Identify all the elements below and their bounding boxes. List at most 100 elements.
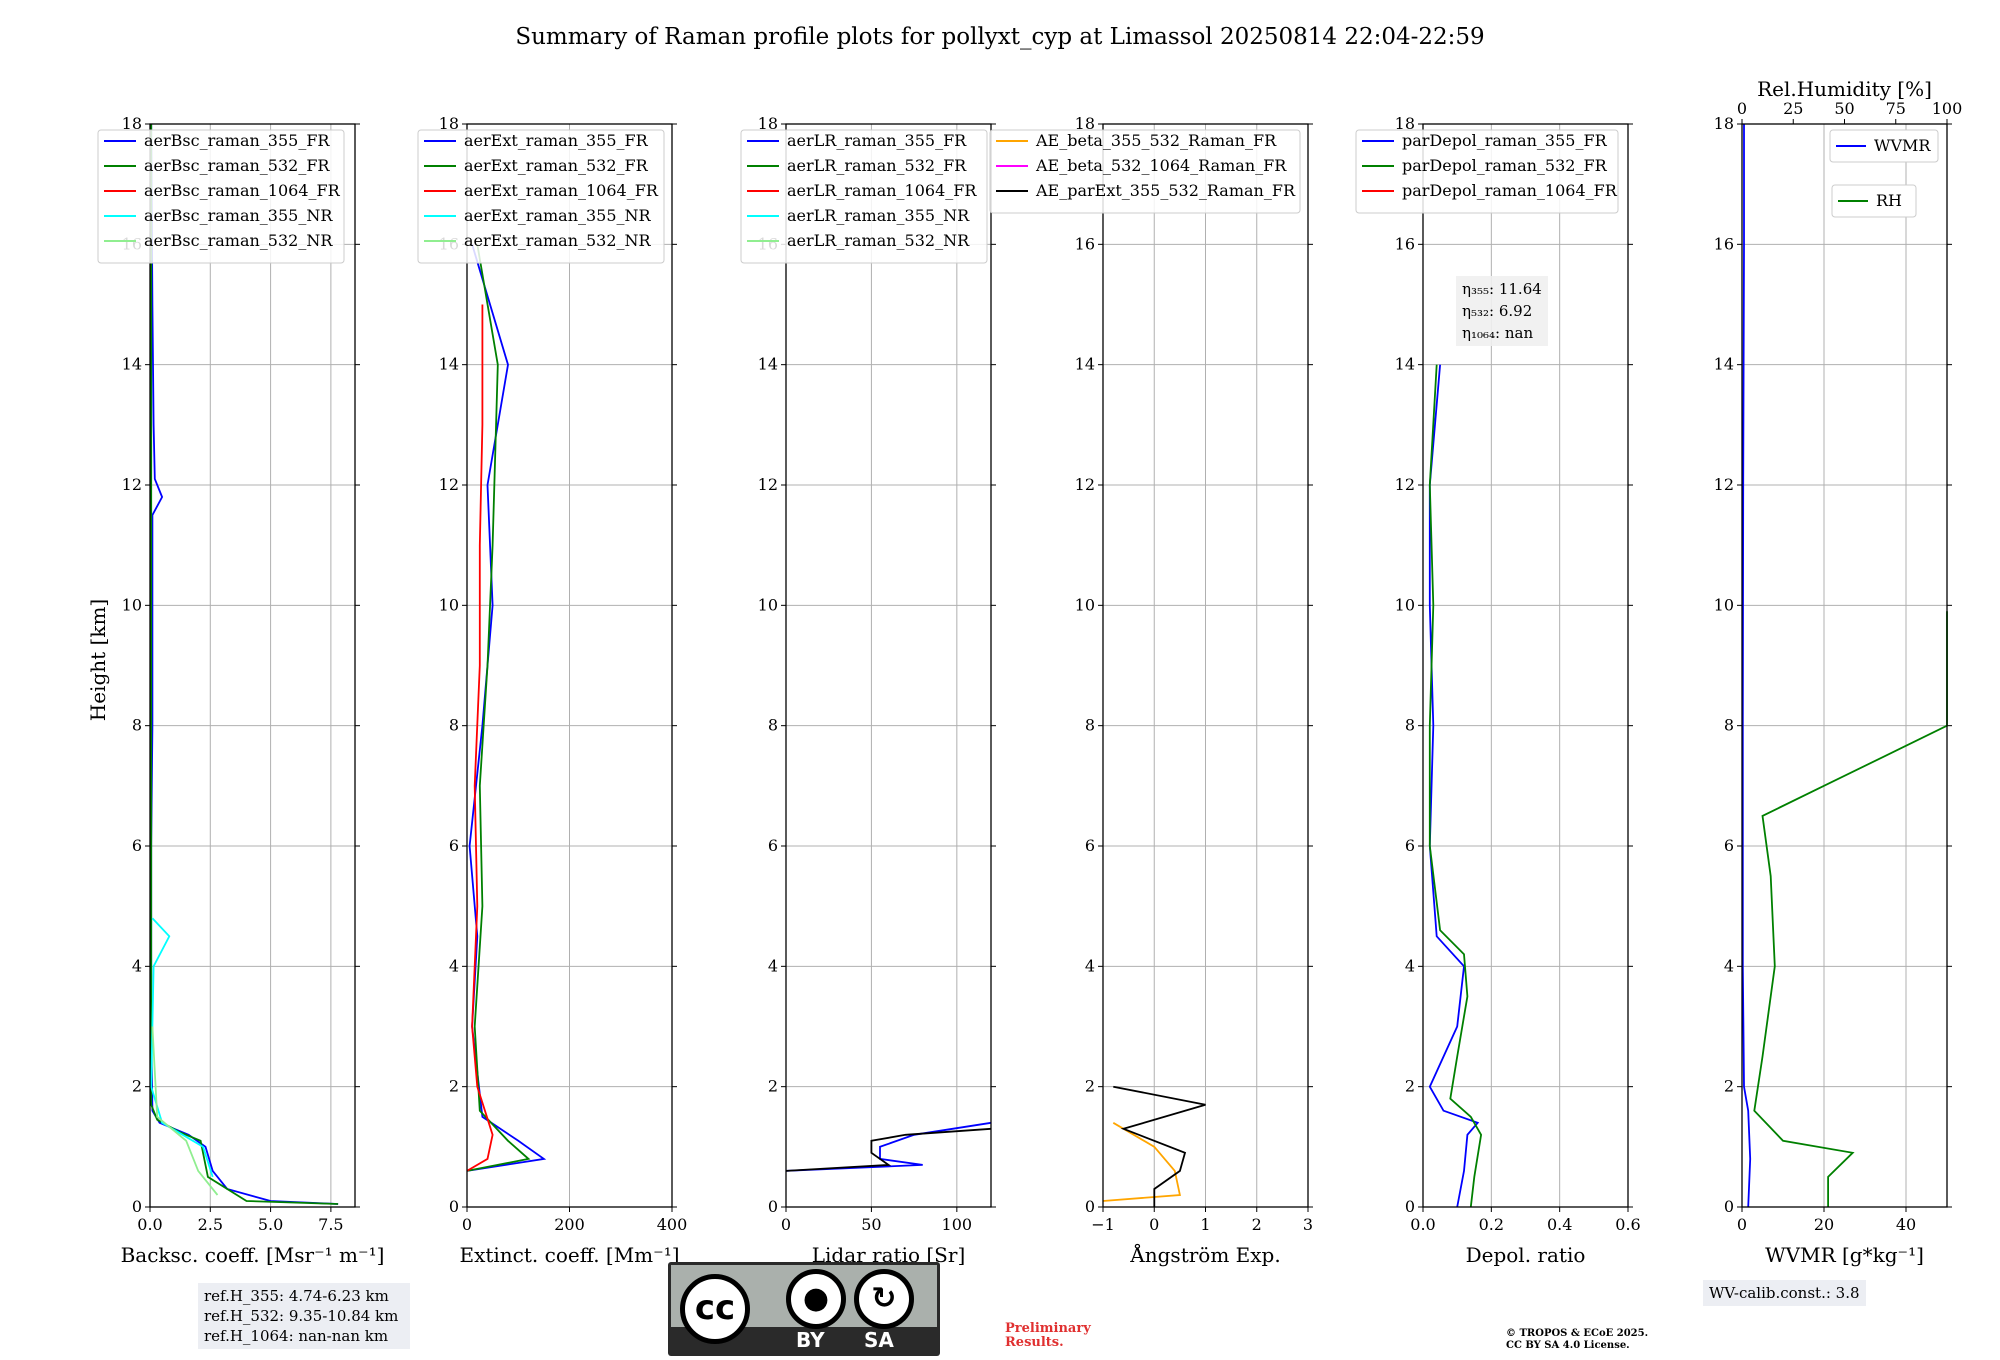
- top-tick-label: 100: [1932, 99, 1963, 118]
- legend: AE_beta_355_532_Raman_FR AE_beta_532_1064…: [989, 129, 1301, 214]
- x-tick-label: 100: [942, 1215, 973, 1234]
- y-tick-label: 4: [1724, 956, 1734, 975]
- series-line: [785, 1127, 992, 1172]
- x-tick-label: 400: [657, 1215, 688, 1234]
- legend-entry: aerBsc_raman_532_NR: [144, 231, 333, 250]
- legend-entry: aerBsc_raman_532_FR: [144, 156, 330, 175]
- panel-dep: 0 2 4 6 8 10 12 14 16 18 0.0 0.2 0.4 0.6 Depol. ratio p…: [1355, 114, 1641, 1267]
- series-line: [1753, 611, 1948, 1207]
- series-line: [150, 123, 339, 1205]
- y-tick-label: 16: [1714, 234, 1734, 253]
- y-tick-label: 14: [1395, 355, 1415, 374]
- preliminary-line-2: Results.: [1005, 1335, 1064, 1350]
- y-tick-label: 2: [768, 1077, 778, 1096]
- legend-frame: [97, 129, 345, 264]
- y-tick-label: 2: [449, 1077, 459, 1096]
- top-tick-label: 25: [1783, 99, 1803, 118]
- y-tick-label: 6: [768, 836, 778, 855]
- legend: aerLR_raman_355_FR aerLR_raman_532_FR aerL…: [740, 129, 988, 264]
- series-line: [785, 1121, 992, 1172]
- y-tick-label: 8: [1085, 716, 1095, 735]
- legend-entry: aerLR_raman_532_FR: [787, 156, 967, 175]
- y-tick-label: 12: [758, 475, 778, 494]
- eta-355: η₃₅₅: 11.64: [1462, 280, 1542, 298]
- copyright-line-2: CC BY SA 4.0 License.: [1506, 1340, 1630, 1351]
- legend-entry: aerBsc_raman_355_NR: [144, 206, 333, 225]
- legend: aerBsc_raman_355_FR aerBsc_raman_532_FRae…: [97, 129, 345, 264]
- legend: parDepol_raman_355_FR parDepol_raman_532_…: [1355, 129, 1619, 214]
- y-tick-label: 0: [449, 1197, 459, 1216]
- y-tick-label: 0: [132, 1197, 142, 1216]
- x-axis-label: Backsc. coeff. [Msr⁻¹ m⁻¹]: [121, 1243, 385, 1267]
- y-tick-label: 2: [1724, 1077, 1734, 1096]
- x-tick-label: 40: [1896, 1215, 1916, 1234]
- y-tick-label: 14: [1075, 355, 1095, 374]
- sa-icon: ↻: [854, 1269, 914, 1329]
- legend: aerExt_raman_355_FR aerExt_raman_532_FRae…: [417, 129, 665, 264]
- y-tick-label: 4: [768, 956, 778, 975]
- by-icon: ●: [786, 1269, 846, 1329]
- y-tick-label: 14: [758, 355, 778, 374]
- preliminary-note: Preliminary Results.: [1005, 1322, 1091, 1350]
- legend-frame: [1355, 129, 1619, 214]
- y-tick-label: 14: [439, 355, 459, 374]
- y-tick-label: 6: [1085, 836, 1095, 855]
- preliminary-line-1: Preliminary: [1005, 1321, 1091, 1336]
- y-tick-label: 4: [449, 956, 459, 975]
- y-tick-label: 18: [439, 114, 459, 133]
- y-tick-label: 16: [1075, 234, 1095, 253]
- y-tick-label: 10: [122, 595, 142, 614]
- legend-entry: aerExt_raman_1064_FR: [464, 181, 659, 200]
- y-tick-label: 6: [449, 836, 459, 855]
- y-tick-label: 6: [1405, 836, 1415, 855]
- ref-h-532: ref.H_532: 9.35-10.84 km: [204, 1307, 399, 1325]
- cc-icon: cc: [680, 1274, 750, 1344]
- legend-frame: [417, 129, 665, 264]
- legend-entry: aerExt_raman_355_NR: [464, 206, 652, 225]
- series-line: [1102, 1122, 1181, 1202]
- x-tick-label: 3: [1303, 1215, 1313, 1234]
- y-tick-label: 4: [1405, 956, 1415, 975]
- x-tick-label: 0.0: [137, 1215, 162, 1234]
- y-tick-label: 10: [1395, 595, 1415, 614]
- y-tick-label: 12: [1075, 475, 1095, 494]
- x-tick-label: 20: [1814, 1215, 1834, 1234]
- axes-frame: [785, 123, 992, 1208]
- x-tick-label: 50: [861, 1215, 881, 1234]
- wv-calib-box: WV-calib.const.: 3.8: [1703, 1280, 1866, 1306]
- y-tick-label: 10: [1714, 595, 1734, 614]
- wv-calib-text: WV-calib.const.: 3.8: [1709, 1284, 1860, 1302]
- eta-532: η₅₃₂: 6.92: [1462, 302, 1533, 320]
- series-line: [466, 244, 531, 1172]
- axes-frame: [1741, 123, 1948, 1208]
- series-line: [150, 917, 214, 1178]
- y-tick-label: 10: [1075, 595, 1095, 614]
- y-tick-label: 2: [1405, 1077, 1415, 1096]
- y-tick-label: 18: [1714, 114, 1734, 133]
- axes-frame: [1102, 123, 1309, 1208]
- x-axis-label: Depol. ratio: [1466, 1243, 1586, 1267]
- eta-box: η₃₅₅: 11.64 η₅₃₂: 6.92 η₁₀₆₄: nan: [1456, 276, 1548, 346]
- legend-entry: parDepol_raman_1064_FR: [1402, 181, 1618, 200]
- top-tick-label: 50: [1834, 99, 1854, 118]
- legend-entry: aerBsc_raman_355_FR: [144, 131, 330, 150]
- legend-entry: aerExt_raman_532_NR: [464, 231, 652, 250]
- y-tick-label: 18: [1395, 114, 1415, 133]
- x-tick-label: 0.2: [1479, 1215, 1504, 1234]
- axes-frame: [149, 123, 356, 1208]
- y-tick-label: 4: [132, 956, 142, 975]
- y-tick-label: 4: [1085, 956, 1095, 975]
- y-tick-label: 8: [132, 716, 142, 735]
- top-tick-label: 75: [1886, 99, 1906, 118]
- panel-lr: 024681012141618050100Lidar ratio [Sr]aer…: [740, 114, 996, 1267]
- copyright-note: © TROPOS & ECoE 2025. CC BY SA 4.0 Licen…: [1506, 1328, 1648, 1352]
- y-tick-label: 0: [1724, 1197, 1734, 1216]
- legend-entry: AE_beta_532_1064_Raman_FR: [1035, 156, 1287, 175]
- axes-frame: [466, 123, 673, 1208]
- y-tick-label: 18: [1075, 114, 1095, 133]
- eta-1064: η₁₀₆₄: nan: [1462, 324, 1534, 342]
